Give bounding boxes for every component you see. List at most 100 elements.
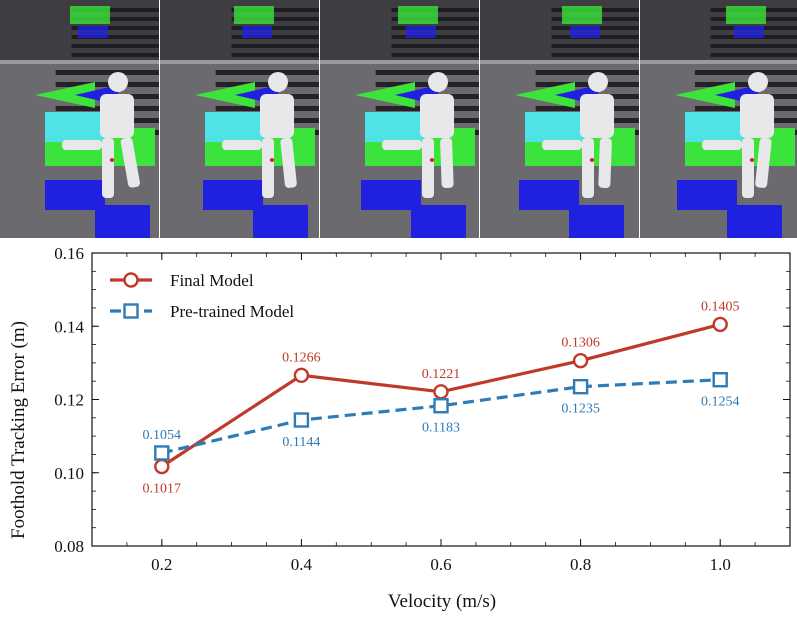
pretrained-model-point: [293, 412, 310, 428]
robot-torso: [100, 94, 134, 138]
target-dot: [590, 158, 594, 162]
divider: [320, 60, 479, 64]
robot-head: [588, 72, 608, 92]
velocity-arrow-cone: [675, 82, 735, 108]
distant-green-cells: [234, 6, 274, 24]
blue-foothold-cells-2: [727, 205, 782, 238]
blue-foothold-cells-2: [411, 205, 466, 238]
pretrained-model-data-label: 0.1254: [701, 395, 740, 410]
robot-leg-left: [582, 138, 594, 198]
velocity-arrow-cone: [355, 82, 415, 108]
robot-arm: [702, 140, 742, 150]
divider: [480, 60, 639, 64]
final-model-data-label: 0.1405: [701, 299, 740, 314]
x-tick-label: 0.2: [151, 555, 172, 574]
y-tick-label: 0.10: [54, 464, 84, 483]
final-model-point: [433, 384, 449, 400]
y-tick-label: 0.12: [54, 391, 84, 410]
y-tick-label: 0.08: [54, 537, 84, 556]
blue-foothold-cells-2: [95, 205, 150, 238]
sim-frame-2: [160, 0, 319, 238]
target-dot: [430, 158, 434, 162]
final-model-point: [293, 367, 310, 384]
final-model-data-label: 0.1266: [282, 350, 321, 365]
sim-frame-3: [320, 0, 479, 238]
x-tick-label: 1.0: [710, 555, 731, 574]
robot-head: [428, 72, 448, 92]
target-dot: [110, 158, 114, 162]
legend: Final Model Pre-trained Model: [110, 271, 294, 321]
cyan-terrain-cells: [365, 112, 423, 142]
final-model-data-label: 0.1306: [561, 336, 600, 351]
cyan-terrain-cells: [525, 112, 583, 142]
velocity-arrow-cone: [195, 82, 255, 108]
pretrained-model-point: [433, 398, 449, 414]
velocity-arrow-cone: [35, 82, 95, 108]
robot-arm: [62, 140, 102, 150]
sim-frame-1: [0, 0, 159, 238]
robot-head: [108, 72, 128, 92]
robot-leg-right: [755, 137, 772, 188]
distant-green-cells: [726, 6, 766, 24]
robot-torso: [420, 94, 454, 138]
target-dot: [750, 158, 754, 162]
pretrained-model-data-label: 0.1144: [282, 435, 320, 450]
sim-frame-4: [480, 0, 639, 238]
final-model-point: [572, 352, 589, 369]
distant-green-cells: [70, 6, 110, 24]
cyan-terrain-cells: [205, 112, 263, 142]
robot-leg-left: [422, 138, 434, 198]
robot-torso: [740, 94, 774, 138]
legend-marker-final-model: [123, 272, 139, 288]
robot-arm: [542, 140, 582, 150]
legend-marker-pretrained-model: [123, 303, 139, 319]
distant-blue-cells: [242, 26, 272, 38]
robot-leg-right: [598, 137, 612, 189]
x-tick-label: 0.4: [291, 555, 313, 574]
legend-label-final-model: Final Model: [170, 271, 254, 290]
robot-head: [268, 72, 288, 92]
target-dot: [270, 158, 274, 162]
pretrained-model-point: [154, 445, 170, 461]
robot-leg-left: [262, 138, 274, 198]
cyan-terrain-cells: [685, 112, 743, 142]
pretrained-model-data-label: 0.1183: [422, 421, 460, 436]
robot-leg-left: [742, 138, 754, 198]
y-tick-label: 0.14: [54, 317, 84, 336]
divider: [640, 60, 797, 64]
series-layer: 0.1017 0.1266 0.1221 0.1306 0.1405 0.1054 0.11…: [143, 299, 740, 496]
cyan-terrain-cells: [45, 112, 103, 142]
distant-blue-cells: [406, 26, 436, 38]
divider: [160, 60, 319, 64]
blue-foothold-cells-2: [253, 205, 308, 238]
distant-blue-cells: [78, 26, 108, 38]
pretrained-model-data-label: 0.1054: [143, 428, 182, 443]
final-model-point: [154, 458, 170, 475]
robot-leg-right: [120, 137, 140, 188]
pretrained-model-point: [712, 372, 728, 388]
pretrained-model-point: [572, 378, 589, 395]
sim-frame-5: [640, 0, 797, 238]
robot-leg-left: [102, 138, 114, 198]
distant-green-cells: [562, 6, 602, 24]
series-line-pretrained-model: [161, 378, 721, 455]
velocity-arrow-cone: [515, 82, 575, 108]
robot-torso: [260, 94, 294, 138]
pretrained-model-data-label: 0.1235: [561, 402, 600, 417]
y-tick-label: 0.16: [54, 244, 84, 263]
y-axis-title: Foothold Tracking Error (m): [8, 321, 29, 539]
final-model-point: [712, 316, 728, 333]
distant-blue-cells: [734, 26, 764, 38]
divider: [0, 60, 159, 64]
robot-leg-right: [280, 137, 297, 188]
robot-leg-right: [440, 137, 454, 189]
legend-label-pretrained-model: Pre-trained Model: [170, 302, 294, 321]
robot-torso: [580, 94, 614, 138]
blue-foothold-cells-2: [569, 205, 624, 238]
x-tick-label: 0.8: [570, 555, 591, 574]
robot-arm: [382, 140, 422, 150]
axes: 0.08 0.10 0.12 0.14 0.16 0.2 0.4 0.6 0.8 1.0: [54, 244, 791, 574]
distant-blue-cells: [570, 26, 600, 38]
x-tick-label: 0.6: [430, 555, 451, 574]
